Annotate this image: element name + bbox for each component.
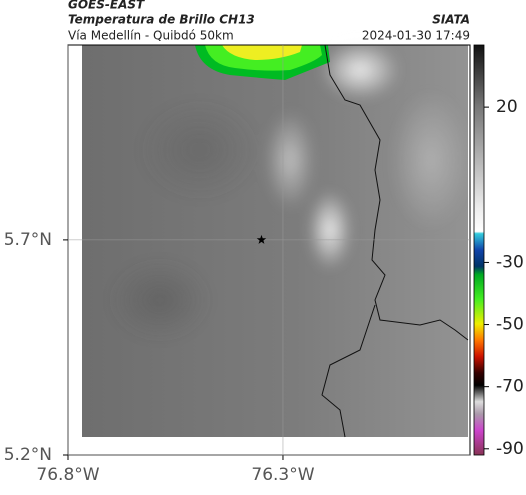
y-tick-label: 5.7°N — [4, 230, 52, 250]
brand: SIATA — [432, 13, 470, 27]
x-tick-label: 76.8°W — [36, 465, 99, 485]
colorbar-tick-label: -90 — [496, 439, 524, 459]
y-tick-label: 5.2°N — [4, 445, 52, 465]
satellite-image — [82, 40, 470, 438]
colorbar-tick-label: 20 — [496, 97, 518, 117]
timestamp: 2024-01-30 17:49 — [362, 29, 470, 43]
source: GOES-EAST — [68, 0, 145, 12]
location-marker — [256, 234, 267, 244]
subtitle: Vía Medellín - Quibdó 50km — [68, 29, 234, 43]
title: Temperatura de Brillo CH13 — [68, 13, 255, 27]
colorbar-tick-label: -50 — [496, 315, 524, 335]
colorbar-tick-label: -30 — [496, 252, 524, 272]
x-tick-label: 76.3°W — [251, 465, 314, 485]
colorbar-tick-label: -70 — [496, 377, 524, 397]
colorbar — [473, 44, 485, 456]
